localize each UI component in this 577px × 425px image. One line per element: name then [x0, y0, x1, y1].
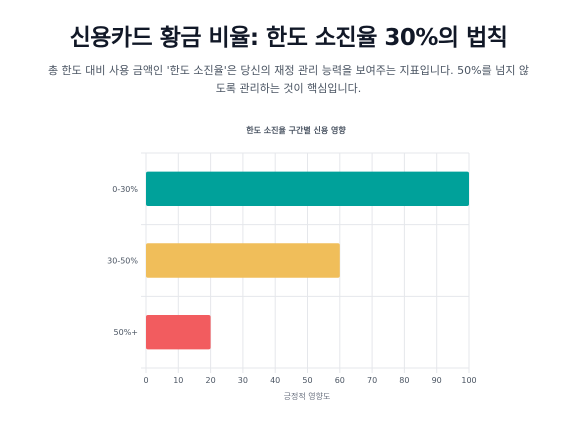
x-tick-label: 70 [367, 376, 377, 385]
y-tick-label: 50%+ [114, 328, 138, 337]
x-tick-label: 10 [173, 376, 183, 385]
bar [146, 243, 340, 278]
x-tick-label: 20 [206, 376, 216, 385]
page-title: 신용카드 황금 비율: 한도 소진율 30%의 법칙 [69, 25, 508, 51]
x-tick-label: 100 [461, 376, 476, 385]
chart-bars [146, 171, 469, 350]
x-tick-label: 80 [399, 376, 409, 385]
x-tick-label: 90 [432, 376, 442, 385]
bar [146, 314, 211, 350]
x-tick-label: 60 [335, 376, 345, 385]
x-axis-ticks: 0 10 20 30 40 50 60 70 80 90 100 [143, 376, 476, 385]
page-subtitle: 총 한도 대비 사용 금액인 '한도 소진율'은 당신의 재정 관리 능력을 보… [47, 64, 530, 95]
y-tick-label: 30-50% [107, 257, 138, 266]
x-tick-label: 40 [270, 376, 280, 385]
bar [146, 171, 469, 207]
y-axis-ticks: 0-30% 30-50% 50%+ [107, 185, 138, 337]
bar-chart: 한도 소진율 구간별 신용 영향 0-30% 30-50% 50%+ 0 10 20 30… [107, 125, 477, 401]
x-tick-label: 30 [238, 376, 248, 385]
y-tick-label: 0-30% [112, 185, 138, 194]
x-tick-label: 50 [302, 376, 312, 385]
x-tick-label: 0 [143, 376, 148, 385]
chart-title: 한도 소진율 구간별 신용 영향 [246, 125, 346, 135]
x-axis-label: 긍정적 영향도 [284, 391, 331, 401]
